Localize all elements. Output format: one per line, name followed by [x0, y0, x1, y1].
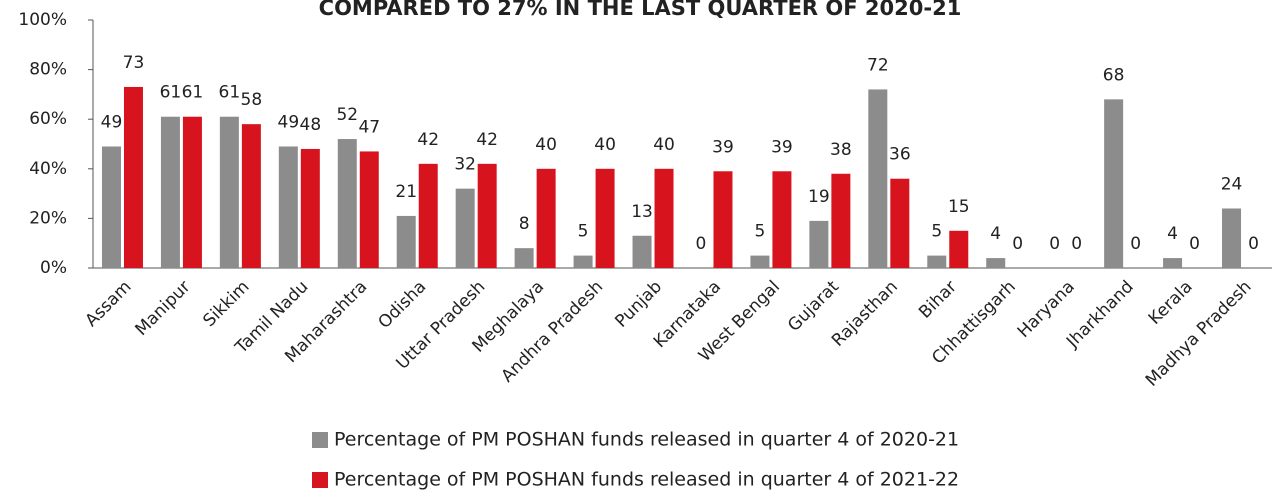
bar — [241, 124, 261, 268]
bar — [831, 173, 851, 268]
bar — [359, 151, 379, 268]
legend-label: Percentage of PM POSHAN funds released i… — [334, 429, 959, 451]
value-label: 13 — [631, 202, 653, 222]
bar — [418, 163, 438, 268]
x-tick-label: Assam — [82, 277, 136, 331]
value-label: 52 — [336, 105, 358, 125]
value-label: 4 — [990, 224, 1001, 244]
value-label: 19 — [808, 187, 830, 207]
value-label: 21 — [395, 182, 417, 202]
x-tick-label: Manipur — [131, 277, 194, 340]
x-tick-label: Odisha — [374, 277, 430, 333]
value-label: 0 — [1130, 234, 1141, 254]
y-tick-label: 20% — [29, 208, 67, 228]
value-label: 32 — [454, 155, 476, 175]
x-tick-label: Gujarat — [784, 277, 843, 336]
bar — [573, 255, 593, 268]
value-label: 72 — [867, 55, 889, 75]
bar — [1222, 208, 1242, 268]
value-label: 5 — [755, 222, 766, 242]
value-label: 48 — [300, 115, 322, 135]
bar — [927, 255, 947, 268]
value-label: 0 — [1071, 234, 1082, 254]
bar — [477, 163, 497, 268]
legend-swatch — [312, 472, 328, 488]
bar — [300, 148, 320, 268]
chart-title: COMPARED TO 27% IN THE LAST QUARTER OF 2… — [319, 0, 962, 20]
value-label: 42 — [476, 130, 498, 150]
bar — [890, 178, 910, 268]
bar — [396, 215, 416, 268]
y-tick-label: 80% — [29, 60, 67, 80]
value-label: 40 — [594, 135, 616, 155]
value-label: 61 — [160, 83, 182, 103]
value-label: 5 — [931, 222, 942, 242]
value-label: 0 — [1049, 234, 1060, 254]
bar — [160, 116, 180, 268]
bar — [772, 171, 792, 268]
bar — [595, 168, 615, 268]
value-label: 73 — [123, 53, 145, 73]
value-label: 61 — [219, 83, 241, 103]
x-tick-label: Sikkim — [199, 277, 253, 331]
y-tick-label: 0% — [40, 258, 67, 278]
bar — [654, 168, 674, 268]
x-tick-label: Madhya Pradesh — [1142, 277, 1256, 391]
value-label: 40 — [653, 135, 675, 155]
bar — [514, 248, 534, 268]
value-label: 5 — [578, 222, 589, 242]
bar — [632, 235, 652, 268]
bar — [123, 86, 143, 269]
y-tick-label: 40% — [29, 159, 67, 179]
bar — [809, 220, 829, 268]
bar — [101, 146, 121, 268]
value-label: 49 — [278, 112, 300, 132]
value-label: 4 — [1167, 224, 1178, 244]
x-tick-label: Kerala — [1145, 277, 1197, 329]
bar — [182, 116, 202, 268]
value-label: 40 — [535, 135, 557, 155]
bar — [868, 89, 888, 268]
bar — [986, 258, 1006, 268]
value-label: 39 — [712, 137, 734, 157]
y-tick-label: 60% — [29, 109, 67, 129]
legend-swatch — [312, 432, 328, 448]
value-label: 61 — [182, 83, 204, 103]
value-label: 47 — [358, 117, 380, 137]
value-label: 0 — [1012, 234, 1023, 254]
value-label: 49 — [101, 112, 123, 132]
bar — [1163, 258, 1183, 268]
bar — [1104, 99, 1124, 268]
x-tick-label: Bihar — [915, 277, 961, 323]
value-label: 8 — [519, 214, 530, 234]
value-label: 58 — [241, 90, 263, 110]
y-tick-label: 100% — [18, 10, 67, 30]
value-label: 42 — [417, 130, 439, 150]
value-label: 0 — [1189, 234, 1200, 254]
bar — [713, 171, 733, 268]
bar — [536, 168, 556, 268]
value-label: 0 — [1248, 234, 1259, 254]
value-label: 24 — [1221, 174, 1243, 194]
bar — [278, 146, 298, 268]
value-label: 38 — [830, 140, 852, 160]
value-label: 36 — [889, 145, 911, 165]
bar — [337, 139, 357, 268]
value-label: 0 — [696, 234, 707, 254]
bar — [750, 255, 770, 268]
bar — [455, 188, 475, 268]
value-label: 39 — [771, 137, 793, 157]
legend-label: Percentage of PM POSHAN funds released i… — [334, 469, 959, 491]
x-tick-label: Andhra Pradesh — [498, 277, 608, 387]
x-tick-label: Punjab — [611, 277, 666, 332]
bar — [219, 116, 239, 268]
value-label: 68 — [1103, 65, 1125, 85]
bar — [949, 230, 969, 268]
value-label: 15 — [948, 197, 970, 217]
